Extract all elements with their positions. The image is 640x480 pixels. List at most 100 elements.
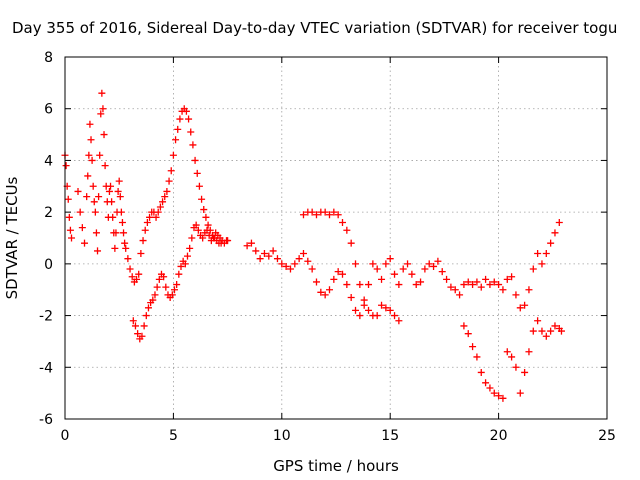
- y-tick-label: 8: [44, 50, 53, 66]
- data-point: [273, 255, 281, 263]
- y-tick-label: 4: [44, 153, 53, 169]
- data-point: [260, 250, 268, 258]
- data-point: [482, 275, 490, 283]
- data-point: [200, 206, 208, 214]
- data-point: [129, 317, 137, 325]
- data-point: [356, 281, 364, 289]
- data-point: [174, 125, 182, 133]
- data-point: [68, 234, 76, 242]
- data-point: [456, 291, 464, 299]
- data-point: [495, 392, 503, 400]
- data-point: [76, 208, 84, 216]
- data-point: [168, 291, 176, 299]
- data-point: [404, 260, 412, 268]
- y-tick-label: 0: [44, 257, 53, 273]
- data-point: [538, 327, 546, 335]
- data-point: [154, 208, 162, 216]
- data-point: [176, 115, 184, 123]
- data-point: [173, 281, 181, 289]
- data-point: [360, 296, 368, 304]
- y-axis-label: SDTVAR / TECUs: [3, 176, 21, 299]
- data-point: [291, 260, 299, 268]
- data-point: [74, 187, 82, 195]
- data-point: [181, 260, 189, 268]
- data-point: [460, 322, 468, 330]
- data-point: [65, 213, 73, 221]
- data-point: [408, 270, 416, 278]
- grid-lines: [65, 57, 607, 419]
- data-point: [295, 255, 303, 263]
- data-point: [192, 221, 200, 229]
- data-point: [151, 291, 159, 299]
- data-point: [193, 169, 201, 177]
- data-point: [551, 229, 559, 237]
- data-point: [317, 288, 325, 296]
- data-point: [386, 255, 394, 263]
- data-point: [86, 120, 94, 128]
- data-point: [83, 193, 91, 201]
- data-point: [443, 275, 451, 283]
- data-point: [538, 260, 546, 268]
- x-tick-label: 15: [381, 428, 399, 444]
- data-point: [105, 187, 113, 195]
- data-point: [352, 260, 360, 268]
- data-point: [430, 262, 438, 270]
- data-point: [495, 281, 503, 289]
- data-point: [134, 330, 142, 338]
- data-point: [112, 229, 120, 237]
- data-point: [89, 182, 97, 190]
- data-point: [542, 250, 550, 258]
- data-point: [321, 208, 329, 216]
- data-point: [473, 353, 481, 361]
- data-point: [194, 226, 202, 234]
- data-point: [252, 247, 260, 255]
- data-point: [412, 281, 420, 289]
- data-point: [464, 278, 472, 286]
- data-point: [170, 286, 178, 294]
- data-point: [369, 260, 377, 268]
- data-point: [521, 368, 529, 376]
- data-point: [308, 265, 316, 273]
- data-point: [499, 286, 507, 294]
- data-point: [447, 283, 455, 291]
- data-point: [269, 247, 277, 255]
- data-point: [98, 89, 106, 97]
- data-point: [95, 193, 103, 201]
- data-point: [347, 293, 355, 301]
- data-point: [128, 273, 136, 281]
- data-point: [91, 208, 99, 216]
- data-point: [81, 239, 89, 247]
- data-point: [330, 208, 338, 216]
- data-point: [391, 270, 399, 278]
- data-point: [97, 110, 105, 118]
- data-markers: [61, 89, 565, 402]
- data-point: [373, 312, 381, 320]
- y-tick-label: -4: [39, 360, 53, 376]
- data-point: [175, 270, 183, 278]
- data-point: [508, 273, 516, 281]
- data-point: [378, 275, 386, 283]
- data-point: [334, 211, 342, 219]
- data-point: [325, 286, 333, 294]
- y-tick-label: -6: [39, 412, 53, 428]
- data-point: [503, 275, 511, 283]
- data-point: [185, 115, 193, 123]
- x-axis-label: GPS time / hours: [273, 457, 399, 475]
- data-point: [365, 281, 373, 289]
- data-point: [347, 239, 355, 247]
- data-point: [278, 260, 286, 268]
- data-point: [308, 208, 316, 216]
- data-point: [286, 265, 294, 273]
- data-point: [121, 239, 129, 247]
- data-point: [395, 317, 403, 325]
- data-point: [512, 363, 520, 371]
- chart-title: Day 355 of 2016, Sidereal Day-to-day VTE…: [12, 19, 617, 37]
- data-point: [162, 283, 170, 291]
- data-point: [163, 187, 171, 195]
- data-point: [417, 278, 425, 286]
- data-point: [499, 394, 507, 402]
- data-point: [460, 281, 468, 289]
- y-tick-label: -2: [39, 309, 53, 325]
